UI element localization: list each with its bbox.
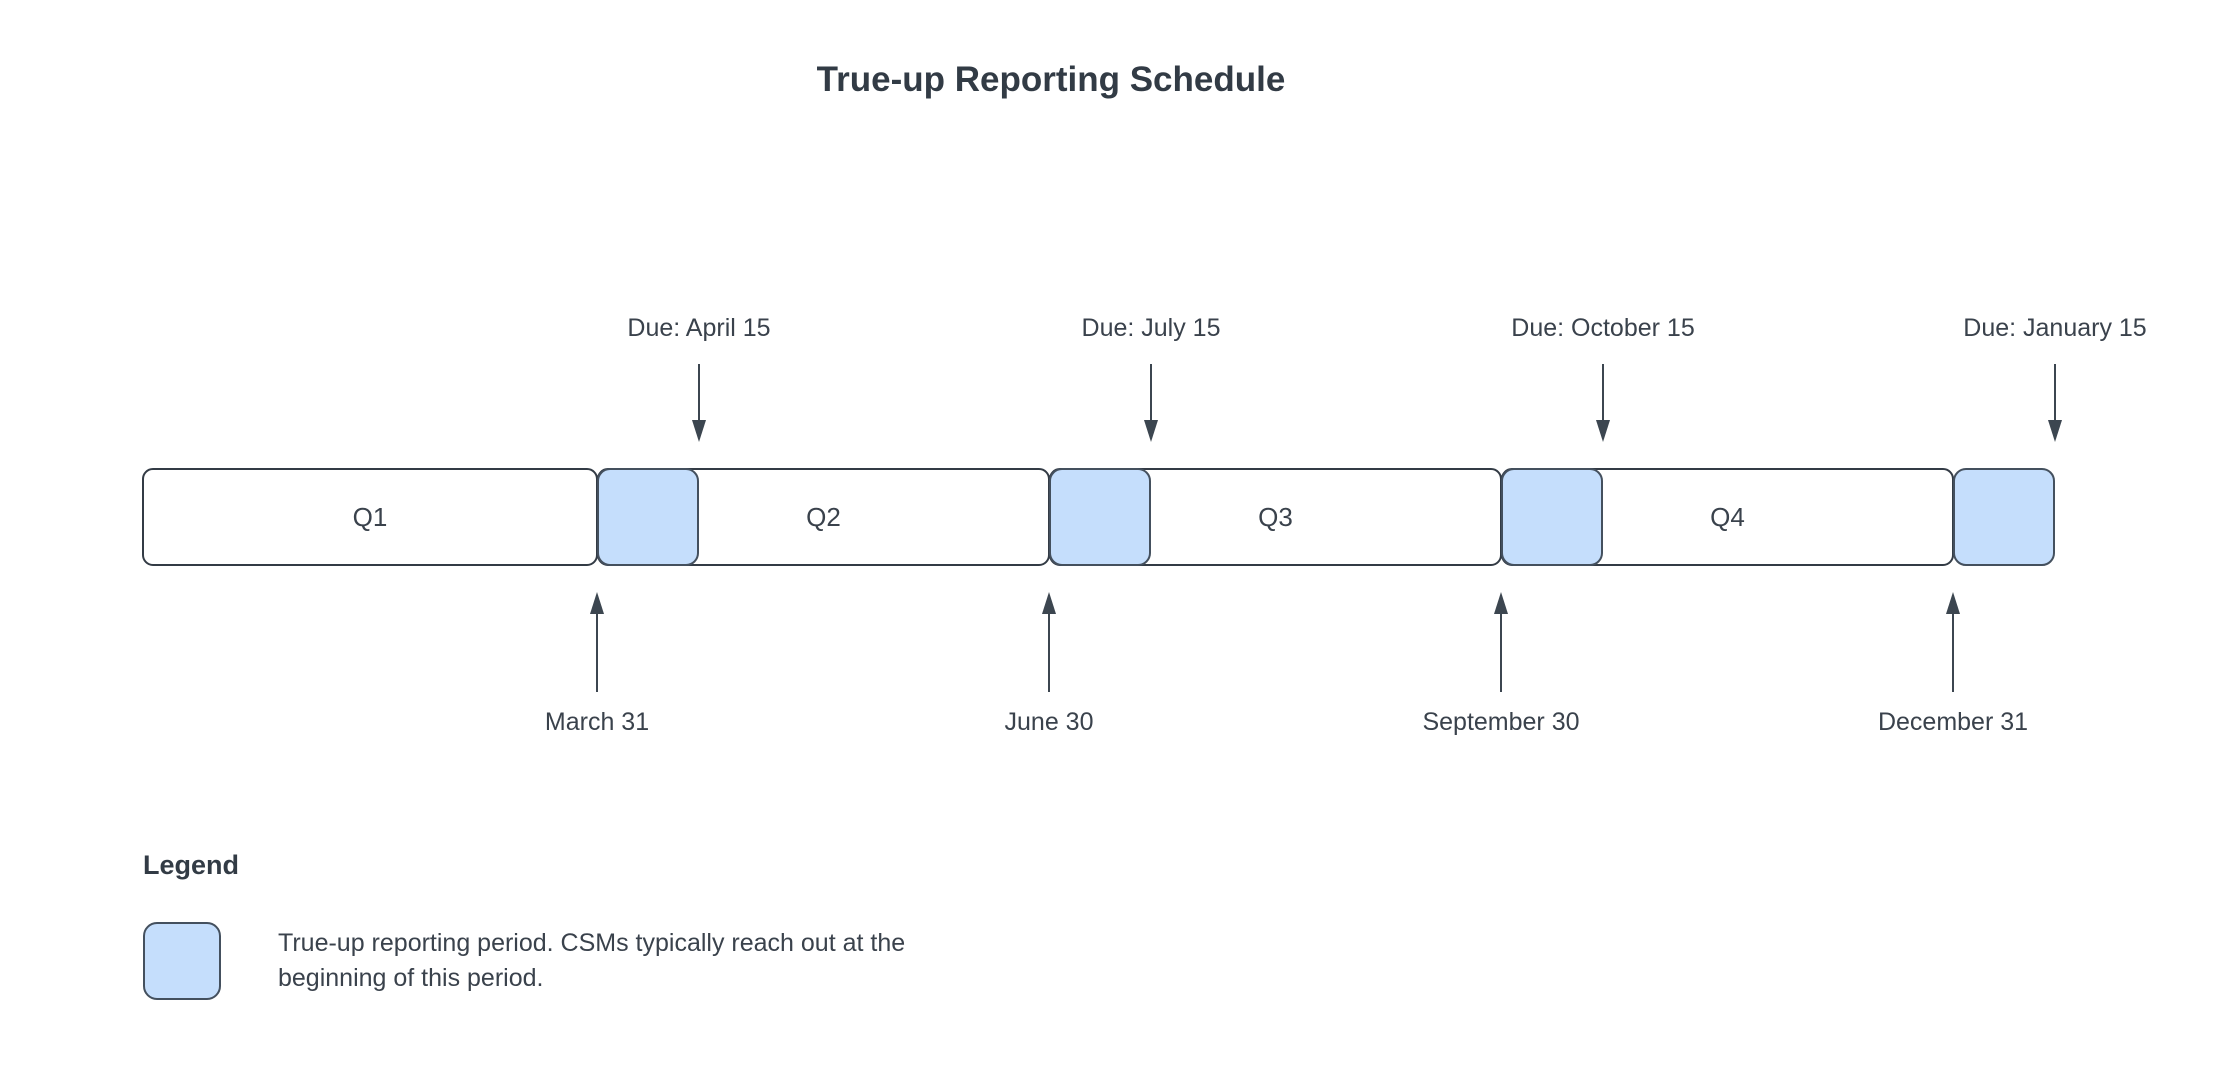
trueup-period-box-q2 [1049,468,1151,566]
arrow-down-icon [1142,364,1160,442]
arrow-down-icon [1594,364,1612,442]
quarter-end-label-q1: March 31 [544,708,650,736]
quarter-label: Q2 [806,501,841,532]
quarter-end-label-q2: June 30 [1004,708,1094,736]
arrow-up-icon [588,592,606,692]
arrow-down-icon [690,364,708,442]
legend-swatch [143,922,221,1000]
quarter-label: Q4 [1710,501,1745,532]
arrow-up-icon [1492,592,1510,692]
quarter-label: Q1 [352,501,388,532]
arrow-up-icon [1040,592,1058,692]
arrow-down-icon [2046,364,2064,442]
trueup-period-box-q4 [1953,468,2055,566]
quarter-end-label-q3: September 30 [1422,708,1580,736]
arrow-up-icon [1944,592,1962,692]
due-date-label-q3: Due: October 15 [1511,314,1695,342]
trueup-period-box-q1 [597,468,699,566]
due-date-label-q1: Due: April 15 [627,314,771,342]
legend-title: Legend [143,850,240,880]
trueup-period-box-q3 [1501,468,1603,566]
due-date-label-q4: Due: January 15 [1963,314,2147,342]
quarter-label: Q3 [1258,501,1293,532]
legend-item-description: True-up reporting period. CSMs typically… [278,929,906,992]
due-date-label-q2: Due: July 15 [1081,314,1221,342]
quarter-box-q1: Q1 [142,468,598,566]
quarter-end-label-q4: December 31 [1877,708,2029,736]
diagram-title: True-up Reporting Schedule [816,60,1286,99]
